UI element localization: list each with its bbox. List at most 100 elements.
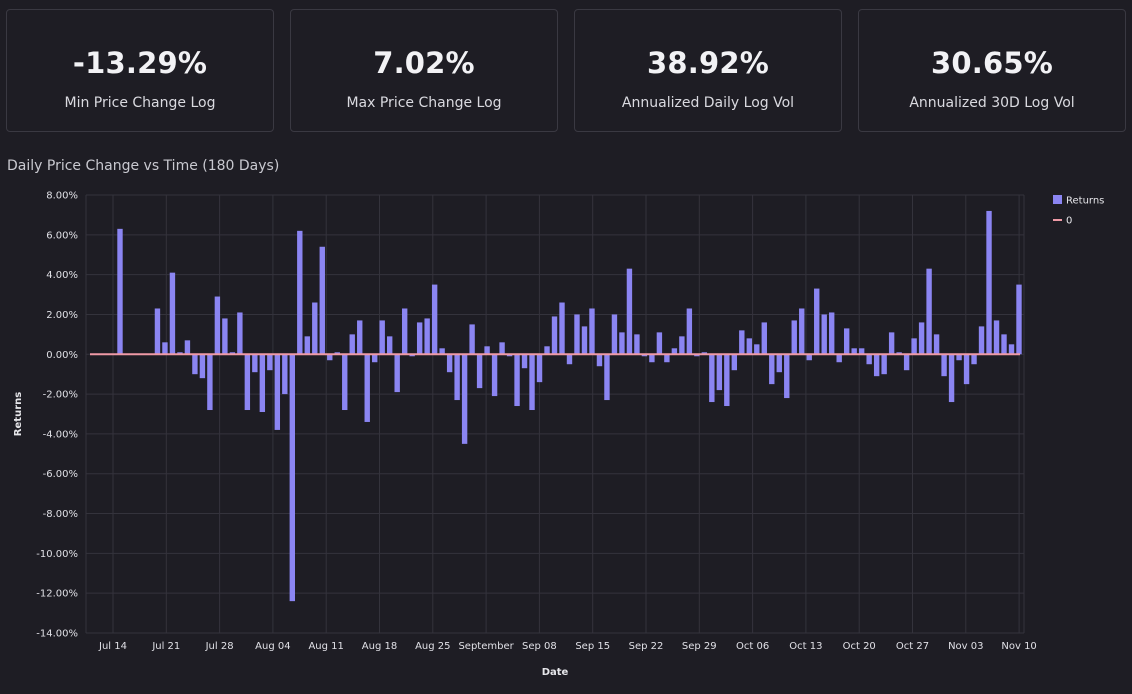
return-bar	[993, 320, 1000, 355]
return-bar	[739, 330, 745, 355]
return-bar	[1001, 334, 1007, 355]
y-tick-label: -6.00%	[43, 469, 78, 480]
legend-swatch-returns	[1053, 195, 1062, 204]
return-bar	[911, 338, 917, 355]
return-bar	[686, 308, 693, 355]
return-bar	[769, 354, 775, 385]
return-bar	[799, 308, 805, 355]
metric-card-min: -13.29% Min Price Change Log	[6, 9, 274, 132]
return-bar	[836, 354, 842, 363]
y-tick-label: -14.00%	[36, 629, 78, 640]
return-bar	[416, 322, 423, 355]
return-bar	[888, 332, 895, 355]
y-tick-label: -4.00%	[43, 429, 78, 440]
return-bar	[484, 346, 490, 355]
return-bar	[461, 354, 468, 444]
return-bar	[521, 354, 528, 369]
return-bar	[941, 354, 947, 377]
return-bar	[192, 354, 198, 375]
return-bar	[184, 340, 191, 355]
x-tick-label: Sep 08	[522, 641, 557, 652]
metric-value: 38.92%	[647, 46, 769, 80]
return-bar	[776, 354, 782, 373]
return-bar	[364, 354, 370, 422]
return-bar	[581, 326, 588, 355]
return-bar	[671, 348, 678, 355]
x-tick-label: Oct 20	[843, 641, 876, 652]
x-tick-label: Oct 27	[896, 641, 929, 652]
y-axis-ticks: 8.00% 6.00% 4.00% 2.00% 0.00% -2.00% -4.00% -6.…	[36, 191, 78, 640]
return-bar	[843, 328, 850, 355]
return-bar	[169, 272, 176, 355]
return-bar	[709, 354, 715, 403]
return-bar	[222, 318, 228, 355]
return-bar	[664, 354, 670, 363]
return-bar	[814, 288, 820, 355]
return-bar	[297, 230, 303, 355]
return-bar	[821, 314, 827, 355]
x-tick-label: Jul 28	[205, 641, 234, 652]
return-bar	[349, 334, 355, 355]
return-bar	[566, 354, 573, 365]
return-bar	[574, 314, 580, 355]
y-tick-label: -12.00%	[36, 589, 78, 600]
return-bar	[431, 284, 438, 355]
x-tick-label: Jul 21	[151, 641, 180, 652]
metric-value: -13.29%	[72, 46, 208, 80]
return-bar	[634, 334, 640, 355]
y-tick-label: -8.00%	[43, 509, 78, 520]
return-bar	[267, 354, 273, 371]
return-bar	[829, 312, 835, 355]
x-axis-ticks: Jul 14 Jul 21 Jul 28 Aug 04 Aug 11 Aug 18 Aug …	[98, 641, 1037, 652]
x-tick-label: Sep 29	[682, 641, 717, 652]
y-axis-title: Returns	[13, 392, 24, 436]
return-bar	[514, 354, 520, 407]
return-bar	[926, 268, 932, 355]
metric-card-daily-vol: 38.92% Annualized Daily Log Vol	[574, 9, 842, 132]
x-tick-label: Aug 04	[255, 641, 290, 652]
x-tick-label: Aug 18	[362, 641, 397, 652]
return-bar	[754, 344, 760, 355]
return-bar	[252, 354, 258, 373]
return-bar	[289, 354, 295, 602]
y-tick-label: -10.00%	[36, 549, 78, 560]
return-bar	[469, 324, 475, 355]
return-bar	[806, 354, 812, 361]
return-bar	[274, 354, 281, 430]
return-bar	[611, 314, 618, 355]
metric-value: 30.65%	[931, 46, 1053, 80]
x-tick-label: Aug 11	[308, 641, 343, 652]
return-bar	[1008, 344, 1015, 355]
return-bar	[424, 318, 430, 355]
return-bar	[881, 354, 887, 375]
metric-value: 7.02%	[373, 46, 475, 80]
return-bar	[963, 354, 970, 385]
return-bar	[1016, 284, 1022, 355]
legend: Returns 0	[1053, 195, 1104, 227]
return-bar	[387, 336, 393, 355]
return-bar	[559, 302, 565, 355]
return-bar	[237, 312, 243, 355]
return-bar	[873, 354, 880, 377]
return-bar	[604, 354, 610, 401]
return-bar	[626, 268, 633, 355]
return-bar	[401, 308, 408, 355]
return-bar	[154, 308, 161, 355]
return-bar	[679, 336, 685, 355]
metric-label: Annualized Daily Log Vol	[621, 95, 795, 111]
y-tick-label: 0.00%	[46, 350, 78, 361]
return-bar	[491, 354, 498, 397]
return-bar	[724, 354, 730, 407]
x-tick-label: Jul 14	[98, 641, 127, 652]
y-tick-label: 2.00%	[46, 310, 78, 321]
return-bar	[851, 348, 857, 355]
y-tick-label: -2.00%	[43, 390, 78, 401]
metric-card-max: 7.02% Max Price Change Log	[290, 9, 558, 132]
return-bar	[319, 246, 325, 355]
return-bar	[446, 354, 453, 373]
return-bar	[551, 316, 558, 355]
return-bar	[858, 348, 865, 355]
return-bar	[357, 320, 363, 355]
return-bar	[312, 302, 318, 355]
